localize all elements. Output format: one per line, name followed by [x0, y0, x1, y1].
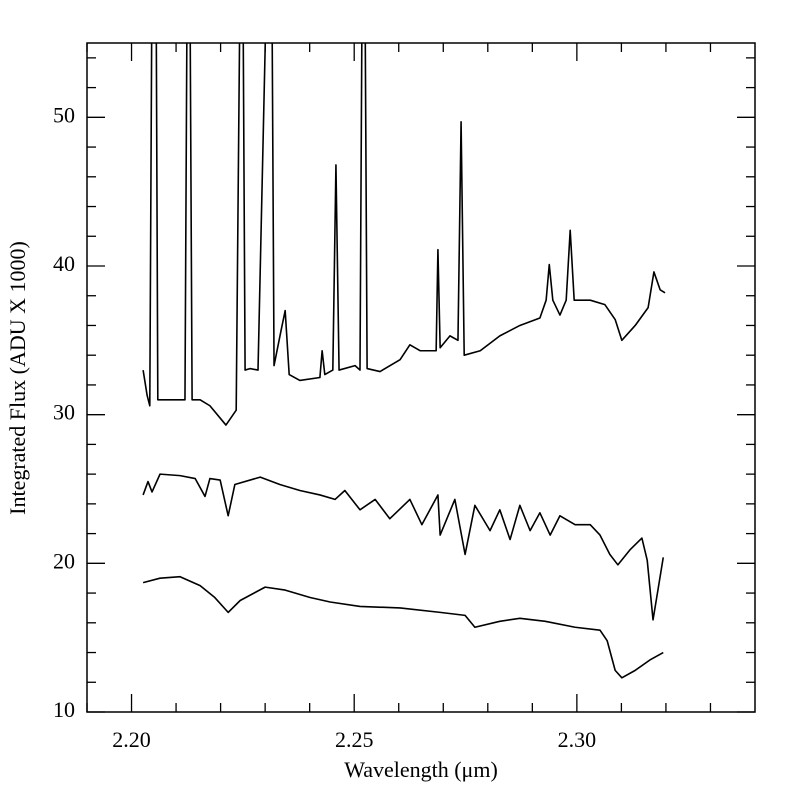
- spectrum-line: [142, 473, 665, 621]
- spectrum-line: [142, 43, 666, 426]
- y-tick-label: 10: [53, 697, 75, 722]
- spectrum-line: [142, 575, 664, 679]
- y-tick-label: 50: [53, 102, 75, 127]
- x-tick-label: 2.20: [112, 727, 151, 752]
- y-axis-label: Integrated Flux (ADU X 1000): [5, 241, 30, 515]
- y-tick-label: 40: [53, 251, 75, 276]
- y-tick-label: 20: [53, 548, 75, 573]
- x-axis-label: Wavelength (μm): [344, 757, 498, 782]
- x-tick-label: 2.25: [335, 727, 374, 752]
- x-tick-label: 2.30: [558, 727, 597, 752]
- y-tick-label: 30: [53, 400, 75, 425]
- plot-frame: [86, 42, 756, 713]
- plot-area: [142, 43, 666, 679]
